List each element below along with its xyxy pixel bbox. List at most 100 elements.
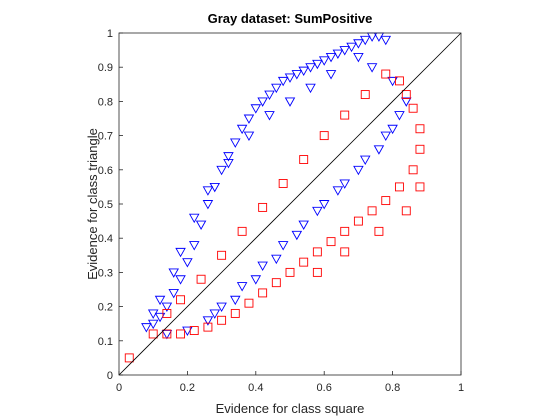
triangle-point <box>154 295 166 306</box>
x-axis-label: Evidence for class square <box>216 401 365 416</box>
square-point <box>381 196 391 206</box>
square-point <box>401 90 411 100</box>
triangle-point <box>366 63 378 73</box>
triangle-point <box>168 268 179 278</box>
triangle-point <box>332 186 344 196</box>
triangle-point <box>394 111 405 121</box>
triangle-point <box>236 282 248 292</box>
triangle-point <box>182 258 193 268</box>
square-point <box>237 226 247 236</box>
triangle-point <box>271 83 282 94</box>
triangle-point <box>223 152 234 162</box>
triangle-point <box>277 241 289 251</box>
square-point <box>415 124 425 134</box>
triangle-point <box>175 247 186 258</box>
square-point <box>148 329 158 339</box>
y-tick-label: 1 <box>107 28 113 40</box>
tick-layer: 0 0.2 0.4 0.6 0.8 1 0 0.1 0.2 0.3 0.4 0.5 0.6 0.7 0.8 0… <box>98 28 464 394</box>
triangle-point <box>202 200 214 210</box>
triangle-point <box>202 186 214 196</box>
square-point <box>340 226 350 236</box>
square-point <box>230 308 240 318</box>
square-point <box>217 315 227 325</box>
triangle-point <box>339 46 350 56</box>
triangle-point <box>216 165 227 176</box>
chart-title: Gray dataset: SumPositive <box>208 11 373 26</box>
triangle-point <box>291 230 303 241</box>
square-point <box>401 206 411 216</box>
triangle-point <box>154 312 166 323</box>
y-axis-label: Evidence for class triangle <box>85 128 100 280</box>
triangle-point <box>353 165 364 176</box>
triangle-point <box>298 220 309 230</box>
square-point <box>258 288 268 298</box>
triangle-point <box>147 309 159 319</box>
triangle-point <box>250 104 262 114</box>
square-point <box>278 179 288 188</box>
x-tick-label: 0.2 <box>180 382 195 394</box>
triangle-point <box>188 213 200 224</box>
y-tick-label: 0 <box>107 370 113 382</box>
triangle-point <box>257 261 268 271</box>
triangle-point <box>346 42 357 53</box>
triangle-point <box>236 124 248 135</box>
triangle-point <box>359 35 371 46</box>
square-point <box>189 326 199 335</box>
triangle-point <box>243 131 255 142</box>
square-point <box>381 69 391 79</box>
reference-line <box>118 32 462 376</box>
square-point <box>394 182 404 192</box>
square-point <box>374 226 384 236</box>
triangle-point <box>325 52 337 63</box>
triangle-point <box>318 200 330 210</box>
triangle-point <box>175 275 186 285</box>
triangle-point <box>250 275 262 285</box>
y-tick-label: 0.2 <box>98 302 113 314</box>
square-point <box>217 250 227 260</box>
triangle-point <box>277 76 289 87</box>
square-point <box>394 76 404 86</box>
triangle-point <box>305 63 316 73</box>
triangle-point <box>188 241 200 251</box>
y-tick-label: 0.6 <box>98 165 113 177</box>
triangle-point <box>257 97 268 107</box>
square-point <box>258 202 268 212</box>
triangle-point <box>380 35 392 46</box>
y-tick-label: 0.8 <box>98 96 113 108</box>
square-point <box>176 295 186 305</box>
triangle-point <box>312 206 323 217</box>
triangle-point <box>161 330 173 340</box>
triangle-point <box>230 295 241 306</box>
y-tick-label: 0.3 <box>98 267 113 279</box>
square-point <box>360 90 370 100</box>
triangle-point <box>291 70 303 80</box>
square-point <box>244 298 254 308</box>
triangle-point <box>332 49 344 59</box>
triangle-point <box>147 319 159 330</box>
square-point <box>340 247 350 257</box>
triangle-point <box>353 52 364 63</box>
triangle-point <box>305 83 316 94</box>
triangle-point <box>195 220 207 230</box>
square-point <box>312 247 322 257</box>
triangle-point <box>230 138 241 148</box>
square-point <box>319 131 329 141</box>
y-tick-label: 0.9 <box>98 62 113 74</box>
square-point <box>285 267 295 277</box>
y-tick-label: 0.1 <box>98 336 113 348</box>
triangle-point <box>380 131 392 142</box>
square-point <box>299 257 309 267</box>
square-point <box>299 155 309 164</box>
square-point <box>162 308 172 318</box>
triangle-point <box>387 124 398 135</box>
triangle-point <box>141 323 152 333</box>
triangle-point <box>373 145 385 155</box>
square-point <box>124 353 134 363</box>
triangle-point <box>209 309 221 319</box>
square-point <box>176 329 186 339</box>
square-point <box>196 274 206 284</box>
square-point <box>408 103 418 113</box>
triangle-point <box>387 76 398 87</box>
x-tick-label: 0.6 <box>317 382 332 394</box>
